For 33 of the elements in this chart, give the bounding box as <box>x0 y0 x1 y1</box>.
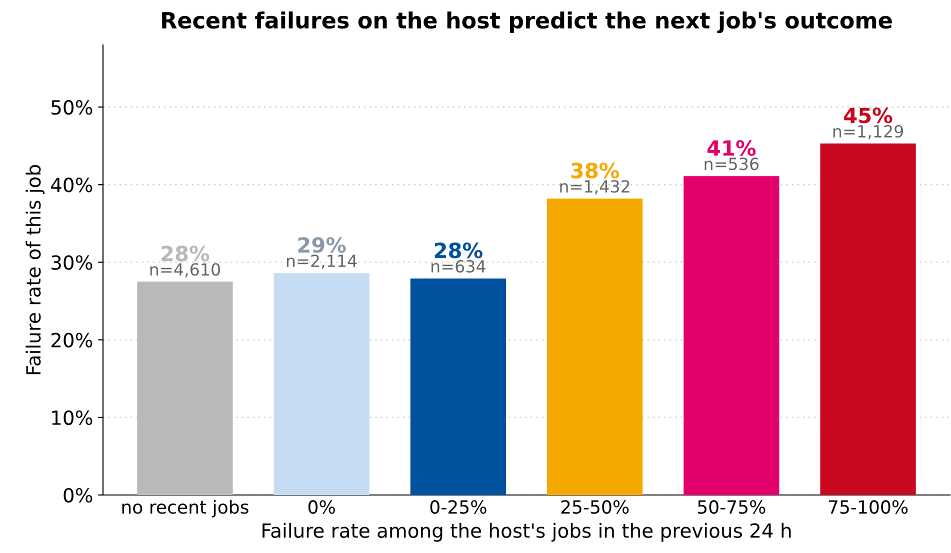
annotation: n=634 <box>432 260 486 273</box>
data-label: 29% <box>298 237 346 253</box>
data-label: 45% <box>844 108 892 124</box>
bar <box>820 144 916 495</box>
data-label: 38% <box>571 162 620 178</box>
bar <box>546 198 643 495</box>
annotation: n=536 <box>704 158 759 170</box>
data-label: 28% <box>162 246 210 262</box>
x-tick-label: 50-75% <box>698 500 766 514</box>
x-axis-title: Failure rate among the host's jobs in the previous 24 h <box>262 522 791 542</box>
x-tick-label: no recent jobs <box>122 500 248 518</box>
x-tick-label: 75-100% <box>828 500 908 514</box>
y-tick-label: 20% <box>51 332 92 348</box>
y-tick-label: 0% <box>64 488 92 503</box>
annotation: n=2,114 <box>286 254 357 269</box>
y-axis-title: Failure rate of this job <box>26 165 45 374</box>
chart-title: Recent failures on the host predict the next job's outcome <box>162 11 892 34</box>
annotation: n=1,129 <box>833 125 903 140</box>
bar <box>274 273 370 495</box>
y-tick-label: 30% <box>52 255 92 270</box>
bar <box>410 278 506 495</box>
x-tick-label: 0% <box>308 500 335 514</box>
data-label: 41% <box>707 140 756 156</box>
data-label: 28% <box>434 242 482 258</box>
annotation: n=1,432 <box>560 180 630 194</box>
x-tick-label: 0-25% <box>430 500 486 514</box>
bar <box>137 282 233 495</box>
y-tick-label: 50% <box>52 100 92 115</box>
y-tick-label: 10% <box>52 410 92 426</box>
x-tick-label: 25-50% <box>561 500 629 514</box>
bar <box>684 176 780 495</box>
y-tick-label: 40% <box>51 178 92 192</box>
annotation: n=4,610 <box>150 263 220 278</box>
